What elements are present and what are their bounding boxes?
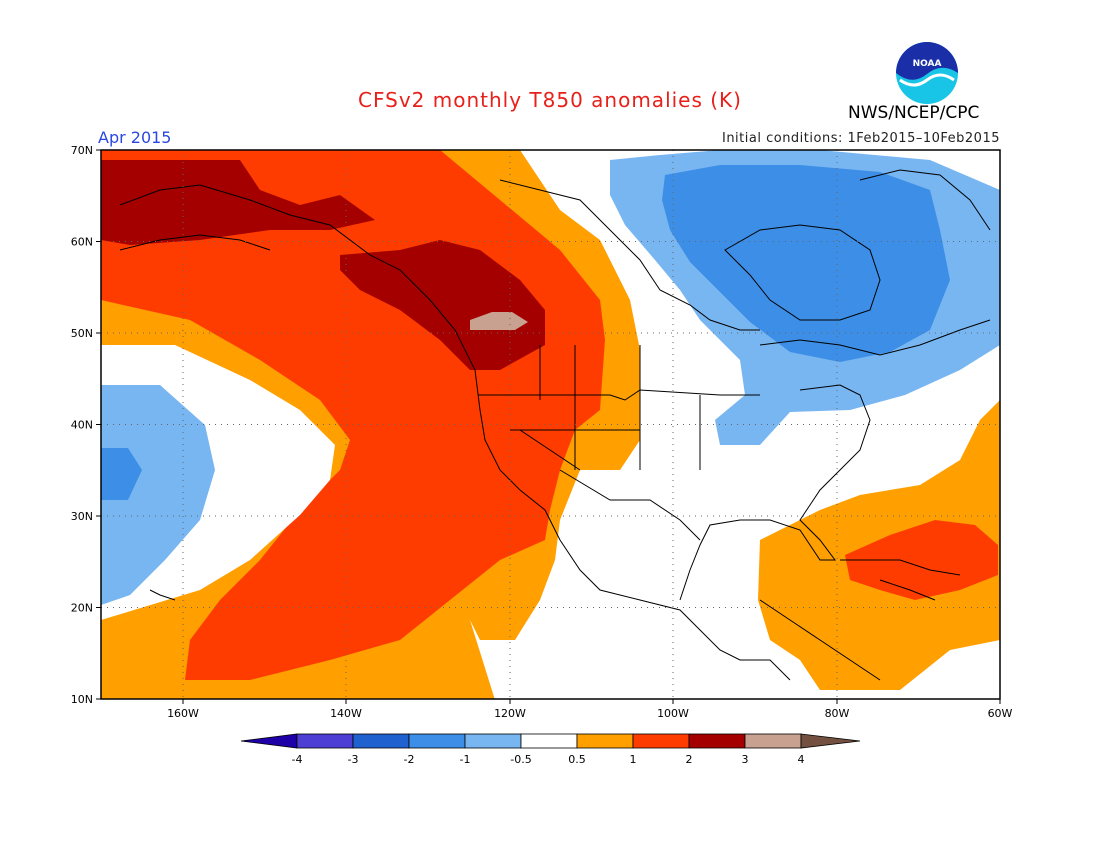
lat-label-40n: 40N	[71, 419, 93, 432]
lat-label-70n: 70N	[71, 144, 93, 157]
colorbar-segment-8	[688, 733, 746, 749]
lon-label-60w: 60W	[988, 707, 1013, 720]
colorbar-segment-9	[744, 733, 802, 749]
noaa-logo-icon: NOAA	[896, 42, 958, 104]
lon-label-100w: 100W	[657, 707, 689, 720]
lat-label-30n: 30N	[71, 510, 93, 523]
latitude-axis: 70N 60N 50N 40N 30N 20N 10N	[71, 144, 101, 706]
lon-label-80w: 80W	[825, 707, 850, 720]
colorbar-segment-10	[800, 733, 861, 749]
forecast-period: Apr 2015	[98, 128, 172, 147]
colorbar-label-3: 3	[742, 753, 749, 766]
colorbar-segment-5	[520, 733, 578, 749]
anomaly-field	[101, 150, 1000, 699]
colorbar-segment-4	[464, 733, 522, 749]
noaa-logo-text: NOAA	[913, 59, 942, 69]
coastlines	[119, 169, 991, 681]
colorbar-segment-2	[352, 733, 410, 749]
colorbar-label-m1: -1	[460, 753, 471, 766]
initial-conditions: Initial conditions: 1Feb2015–10Feb2015	[721, 131, 1000, 146]
colorbar-segment-0	[240, 733, 298, 749]
lat-label-60n: 60N	[71, 236, 93, 249]
colorbar-segment-7	[632, 733, 690, 749]
agency-label: NWS/NCEP/CPC	[848, 103, 980, 123]
lon-label-160w: 160W	[167, 707, 199, 720]
colorbar-label-05: 0.5	[568, 753, 586, 766]
colorbar-label-m2: -2	[404, 753, 415, 766]
colorbar-label-4: 4	[798, 753, 805, 766]
longitude-axis: 160W 140W 120W 100W 80W 60W	[167, 699, 1013, 720]
colorbar-segment-3	[408, 733, 466, 749]
colorbar-segment-1	[296, 733, 354, 749]
colorbar-segment-6	[576, 733, 634, 749]
colorbar-label-1: 1	[630, 753, 637, 766]
lon-label-120w: 120W	[494, 707, 526, 720]
lat-label-50n: 50N	[71, 327, 93, 340]
lat-label-20n: 20N	[71, 602, 93, 615]
lon-label-140w: 140W	[330, 707, 362, 720]
colorbar-label-m4: -4	[292, 753, 303, 766]
colorbar-label-m05: -0.5	[510, 753, 531, 766]
colorbar-legend: -4 -3 -2 -1 -0.5 0.5 1 2 3 4	[240, 733, 861, 766]
colorbar-label-2: 2	[686, 753, 693, 766]
chart-title: CFSv2 monthly T850 anomalies (K)	[358, 88, 742, 112]
colorbar-label-m3: -3	[348, 753, 359, 766]
lat-label-10n: 10N	[71, 693, 93, 706]
